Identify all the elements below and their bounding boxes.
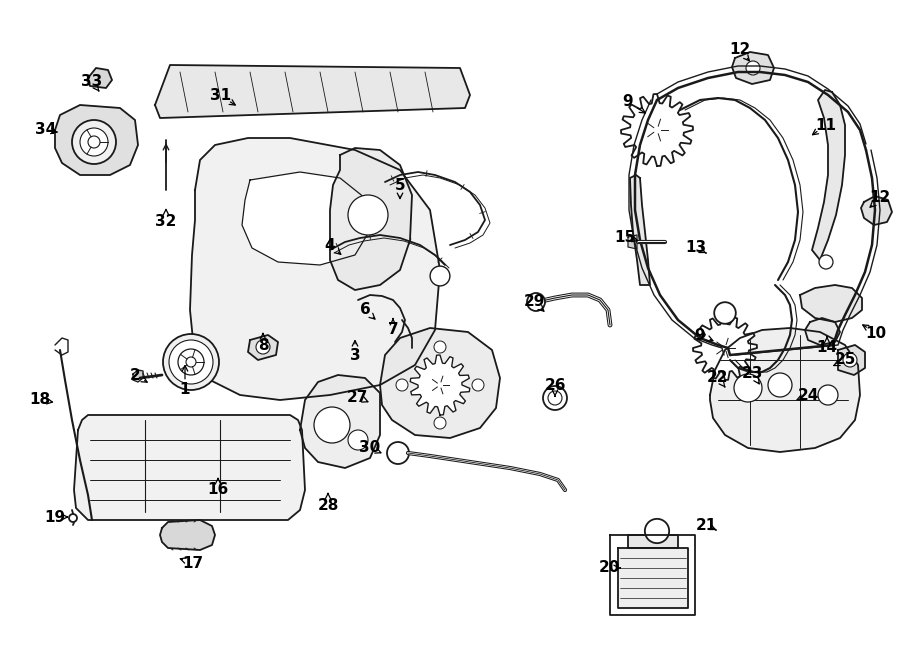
Circle shape	[746, 61, 760, 75]
Text: 20: 20	[598, 561, 620, 576]
Circle shape	[314, 407, 350, 443]
Circle shape	[80, 128, 108, 156]
Circle shape	[734, 374, 762, 402]
Polygon shape	[800, 285, 862, 322]
Text: 14: 14	[816, 340, 838, 356]
Polygon shape	[155, 65, 470, 118]
Circle shape	[768, 373, 792, 397]
Text: 12: 12	[869, 190, 891, 206]
Polygon shape	[630, 175, 650, 285]
Text: 10: 10	[866, 325, 886, 340]
Circle shape	[819, 255, 833, 269]
Circle shape	[434, 341, 446, 353]
Text: 4: 4	[325, 237, 336, 253]
Circle shape	[256, 340, 270, 354]
Polygon shape	[380, 328, 500, 438]
Circle shape	[527, 293, 545, 311]
Circle shape	[348, 430, 368, 450]
Polygon shape	[710, 328, 860, 452]
Circle shape	[396, 379, 408, 391]
Circle shape	[72, 120, 116, 164]
Polygon shape	[805, 318, 840, 345]
Polygon shape	[410, 355, 470, 415]
Text: 3: 3	[350, 348, 360, 362]
Text: 26: 26	[544, 377, 566, 393]
Text: 15: 15	[615, 229, 635, 245]
Circle shape	[715, 302, 736, 324]
Circle shape	[434, 417, 446, 429]
Polygon shape	[628, 535, 678, 548]
Circle shape	[186, 357, 196, 367]
Circle shape	[430, 266, 450, 286]
Text: 13: 13	[686, 241, 706, 256]
Polygon shape	[330, 148, 412, 290]
Text: 5: 5	[395, 178, 405, 192]
Text: 18: 18	[30, 393, 50, 407]
Text: 32: 32	[156, 215, 176, 229]
Text: 8: 8	[257, 338, 268, 352]
Text: 12: 12	[729, 42, 751, 58]
Circle shape	[548, 391, 562, 405]
Text: 7: 7	[388, 323, 399, 338]
Polygon shape	[300, 375, 380, 468]
Text: 22: 22	[707, 371, 729, 385]
Polygon shape	[861, 196, 892, 225]
Text: 31: 31	[211, 89, 231, 104]
Text: 25: 25	[834, 352, 856, 368]
Circle shape	[69, 514, 77, 522]
Polygon shape	[618, 548, 688, 608]
Text: 1: 1	[180, 383, 190, 397]
Polygon shape	[838, 345, 865, 375]
Polygon shape	[248, 335, 278, 360]
Circle shape	[348, 195, 388, 235]
Circle shape	[178, 349, 204, 375]
Polygon shape	[55, 105, 138, 175]
Circle shape	[387, 442, 409, 464]
Circle shape	[169, 340, 213, 384]
Text: 19: 19	[44, 510, 66, 524]
Circle shape	[472, 379, 484, 391]
Text: 33: 33	[81, 75, 103, 89]
Circle shape	[543, 386, 567, 410]
Polygon shape	[693, 316, 757, 380]
Polygon shape	[160, 520, 215, 550]
Text: 29: 29	[523, 295, 544, 309]
Text: 24: 24	[797, 387, 819, 403]
Text: 34: 34	[35, 122, 57, 137]
Text: 30: 30	[359, 440, 381, 455]
Text: 28: 28	[318, 498, 338, 512]
Polygon shape	[621, 94, 693, 166]
Text: 27: 27	[346, 389, 368, 405]
Circle shape	[88, 136, 100, 148]
Text: 23: 23	[742, 366, 762, 381]
Circle shape	[644, 519, 669, 543]
Text: 9: 9	[623, 95, 634, 110]
Text: 6: 6	[360, 303, 371, 317]
Polygon shape	[88, 68, 112, 88]
Text: 2: 2	[130, 368, 140, 383]
Polygon shape	[133, 370, 143, 382]
Circle shape	[163, 334, 219, 390]
Polygon shape	[628, 235, 637, 249]
Text: 11: 11	[815, 118, 836, 132]
Polygon shape	[242, 172, 370, 265]
Circle shape	[818, 385, 838, 405]
Text: 21: 21	[696, 518, 716, 533]
Polygon shape	[812, 90, 845, 260]
Text: 16: 16	[207, 483, 229, 498]
Circle shape	[843, 353, 857, 367]
Text: 9: 9	[695, 327, 706, 342]
Text: 17: 17	[183, 555, 203, 570]
Polygon shape	[190, 138, 440, 400]
Polygon shape	[74, 415, 305, 520]
Polygon shape	[732, 52, 774, 84]
